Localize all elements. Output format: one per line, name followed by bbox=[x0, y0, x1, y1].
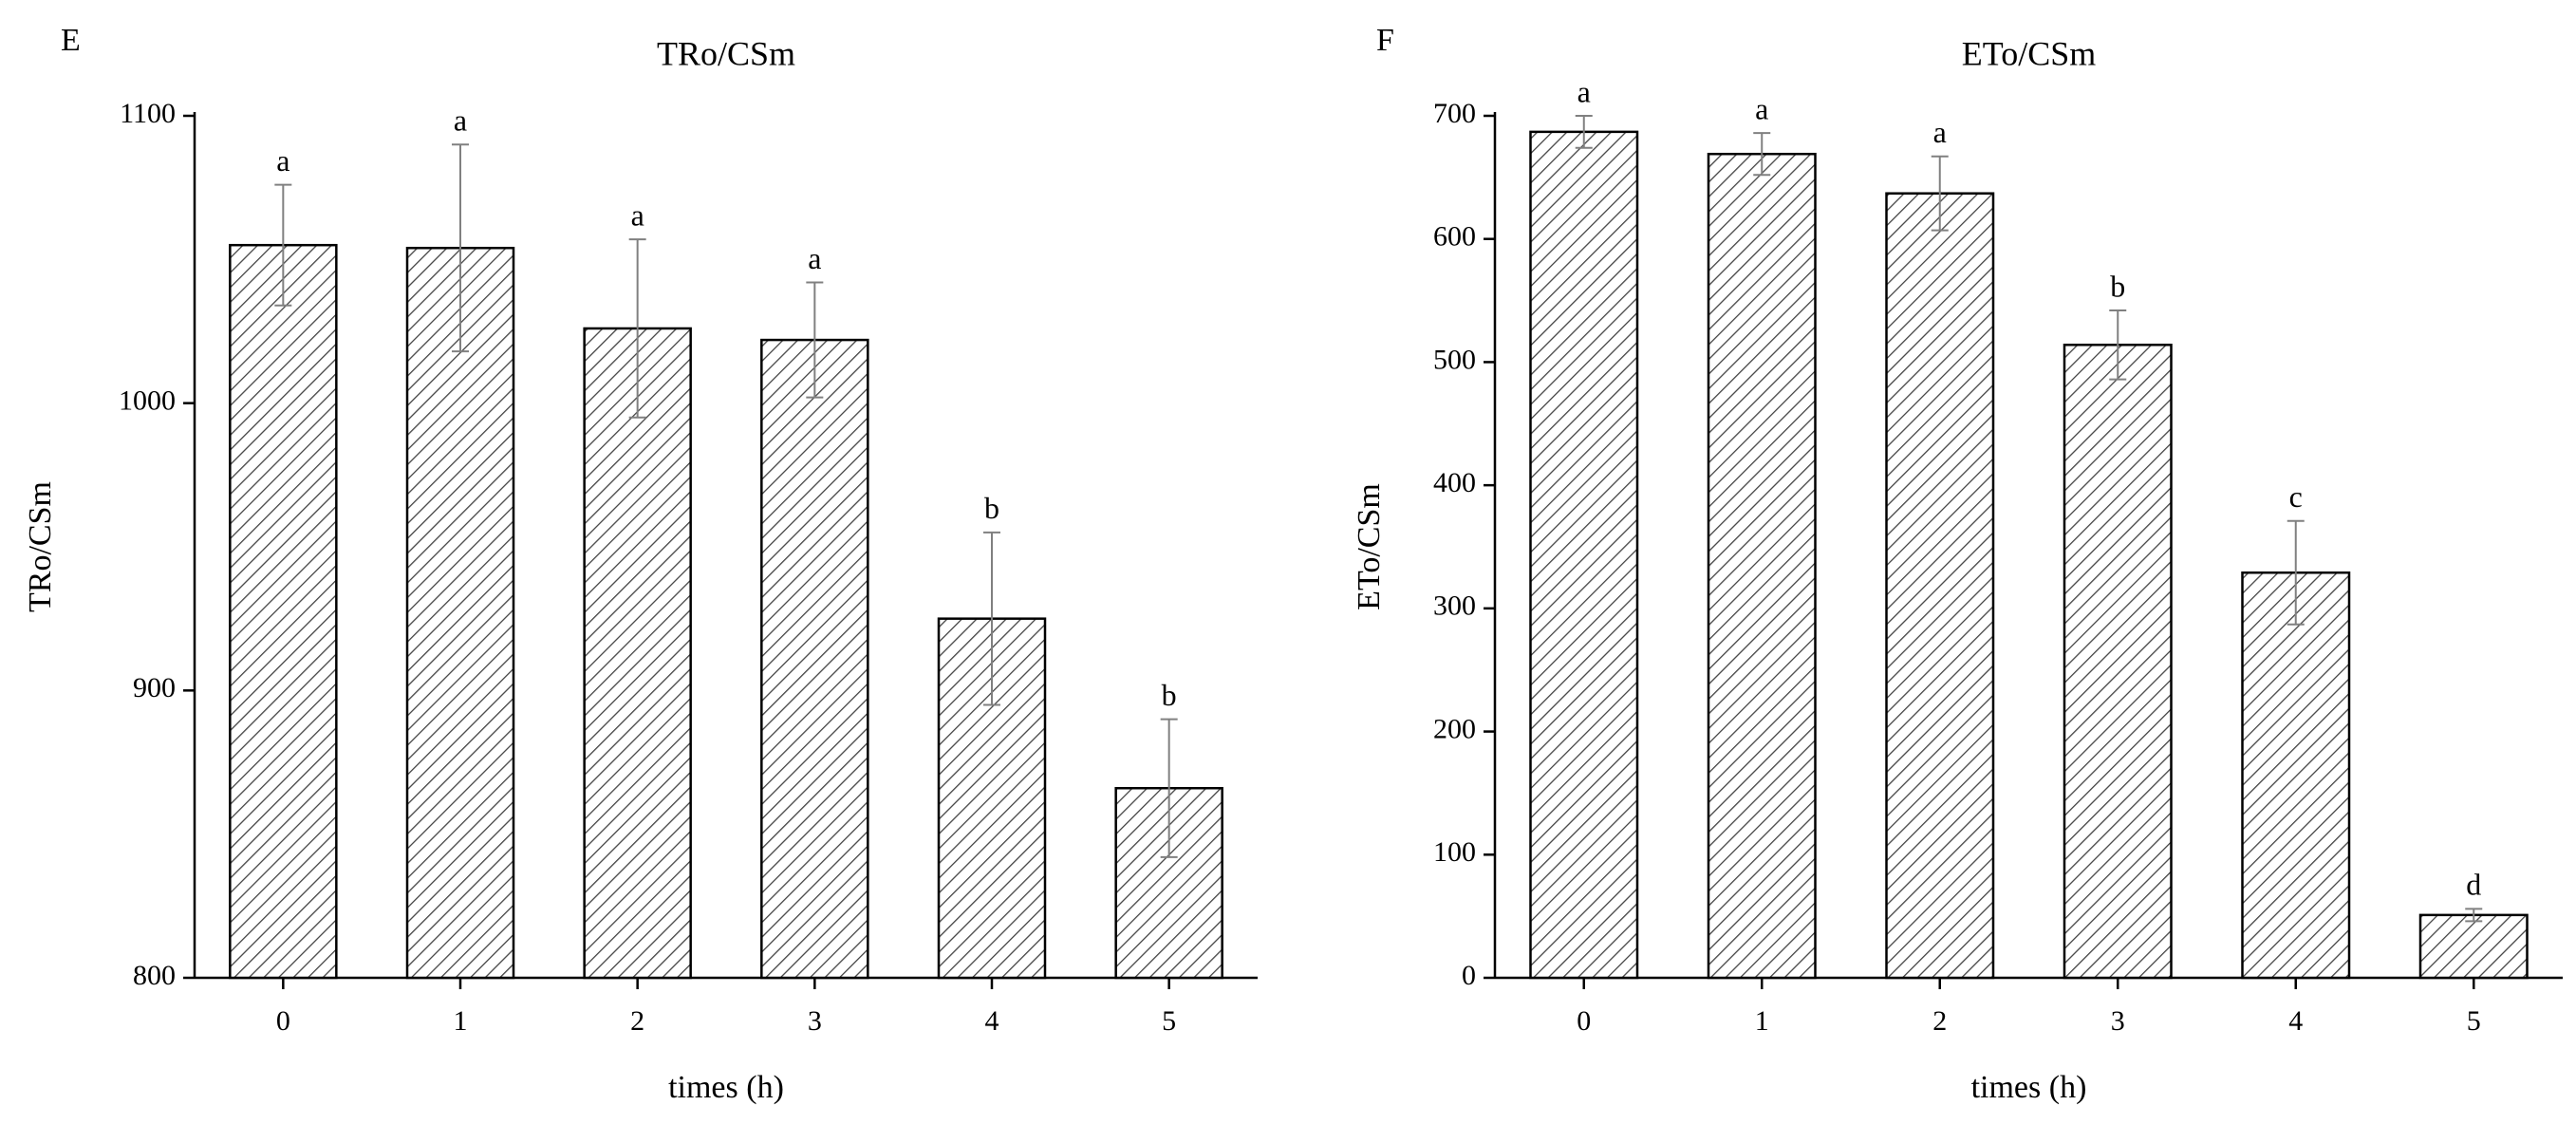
x-tick-label: 5 bbox=[2467, 1005, 2481, 1037]
y-tick-label: 900 bbox=[133, 672, 176, 703]
y-tick-label: 800 bbox=[133, 960, 176, 991]
significance-letter: d bbox=[2466, 868, 2481, 902]
y-tick-label: 200 bbox=[1433, 713, 1476, 744]
panel-label: E bbox=[61, 23, 81, 58]
significance-letter: b bbox=[2110, 269, 2125, 303]
bar bbox=[583, 327, 692, 980]
significance-letter: a bbox=[631, 197, 644, 232]
significance-letter: a bbox=[1755, 92, 1768, 126]
y-tick-label: 100 bbox=[1433, 836, 1476, 868]
x-tick-label: 4 bbox=[985, 1005, 999, 1037]
x-tick-label: 2 bbox=[630, 1005, 644, 1037]
x-tick-label: 1 bbox=[1755, 1005, 1769, 1037]
y-tick-label: 600 bbox=[1433, 221, 1476, 253]
x-tick-label: 1 bbox=[454, 1005, 468, 1037]
bar bbox=[229, 243, 338, 980]
y-tick-label: 700 bbox=[1433, 98, 1476, 129]
bar bbox=[1529, 130, 1639, 980]
chart-title: ETo/CSm bbox=[1962, 34, 2097, 72]
y-tick-label: 1000 bbox=[119, 385, 176, 417]
x-tick-label: 4 bbox=[2288, 1005, 2303, 1037]
y-tick-label: 500 bbox=[1433, 344, 1476, 375]
x-tick-label: 5 bbox=[1162, 1005, 1176, 1037]
bar bbox=[1885, 192, 1995, 980]
bar bbox=[2241, 571, 2351, 980]
bar bbox=[1707, 152, 1817, 980]
bar bbox=[2063, 344, 2173, 980]
panel-f: F ETo/CSm ETo/CSm times (h) 0 100 200 300 400 500… bbox=[1352, 23, 2563, 1105]
bar bbox=[405, 246, 515, 980]
significance-letter: c bbox=[2289, 479, 2303, 514]
significance-letter: a bbox=[808, 241, 821, 275]
significance-letter: a bbox=[276, 143, 289, 178]
significance-letter: b bbox=[984, 491, 999, 525]
y-tick-label: 0 bbox=[1462, 960, 1476, 991]
significance-letter: a bbox=[454, 103, 467, 138]
y-axis-label: ETo/CSm bbox=[1352, 483, 1387, 610]
panel-label: F bbox=[1376, 23, 1394, 58]
panel-e: E TRo/CSm TRo/CSm times (h) 800 900 1000 1100 a 0… bbox=[23, 23, 1258, 1105]
y-tick-label: 1100 bbox=[120, 98, 176, 129]
y-tick-label: 300 bbox=[1433, 590, 1476, 622]
x-axis-label: times (h) bbox=[668, 1070, 784, 1105]
y-axis-label: TRo/CSm bbox=[23, 481, 58, 612]
x-tick-label: 3 bbox=[808, 1005, 822, 1037]
y-tick-label: 400 bbox=[1433, 467, 1476, 498]
chart-title: TRo/CSm bbox=[657, 34, 795, 72]
significance-letter: a bbox=[1933, 115, 1947, 149]
x-tick-label: 2 bbox=[1932, 1005, 1947, 1037]
significance-letter: a bbox=[1577, 74, 1591, 108]
bar bbox=[2418, 913, 2529, 980]
x-tick-label: 0 bbox=[1577, 1005, 1591, 1037]
bar bbox=[760, 338, 869, 980]
significance-letter: b bbox=[1162, 678, 1177, 712]
x-tick-label: 3 bbox=[2111, 1005, 2125, 1037]
x-tick-label: 0 bbox=[276, 1005, 290, 1037]
x-axis-label: times (h) bbox=[1971, 1070, 2087, 1105]
